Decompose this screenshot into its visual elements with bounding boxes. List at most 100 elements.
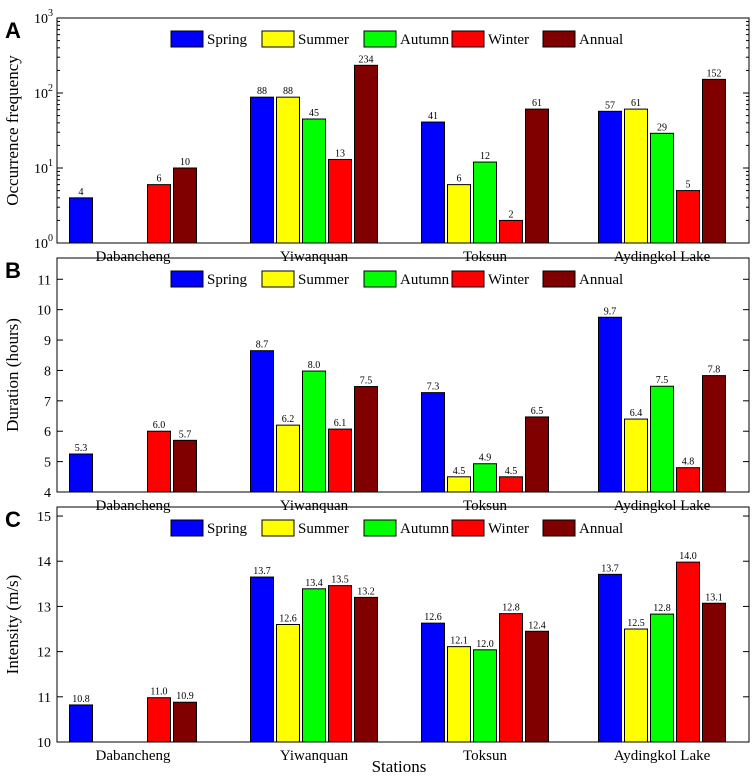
- data-label: 41: [428, 111, 438, 122]
- data-label: 61: [532, 98, 542, 109]
- legend-label-summer: Summer: [298, 521, 349, 537]
- y-tick-label: 13: [37, 600, 51, 615]
- data-label: 10: [180, 157, 190, 168]
- bar-summer-yiwanquan: [276, 624, 300, 743]
- legend-swatch-autumn: [363, 519, 397, 537]
- data-label: 5: [686, 180, 691, 191]
- legend-label-annual: Annual: [579, 521, 623, 537]
- bar-spring-toksun: [421, 392, 445, 493]
- bar-annual-aydingkol-lake: [702, 602, 726, 743]
- bar-annual-dabancheng: [173, 167, 197, 244]
- y-tick-label: 103: [34, 8, 53, 27]
- bar-annual-aydingkol-lake: [702, 375, 726, 493]
- bar-spring-yiwanquan: [250, 96, 274, 244]
- bar-winter-aydingkol-lake: [676, 561, 700, 743]
- y-tick-label: 9: [44, 334, 51, 349]
- legend-label-winter: Winter: [488, 32, 529, 48]
- plot-frame: [56, 17, 750, 244]
- panel-letter: C: [5, 507, 21, 532]
- y-tick-label: 10: [37, 736, 51, 751]
- y-tick-label: 11: [38, 691, 51, 706]
- bar-spring-dabancheng: [69, 197, 93, 244]
- y-tick-label: 10: [37, 304, 51, 319]
- bar-autumn-toksun: [473, 161, 497, 244]
- y-tick-label: 101: [34, 158, 53, 177]
- x-tick-label: Aydingkol Lake: [614, 498, 711, 514]
- x-tick-label: Dabancheng: [96, 498, 171, 514]
- legend-label-summer: Summer: [298, 272, 349, 288]
- data-label: 12: [480, 151, 490, 162]
- bar-winter-toksun: [499, 219, 523, 244]
- legend-swatch-autumn: [363, 30, 397, 48]
- data-label: 9.7: [604, 306, 617, 317]
- data-label: 6: [157, 174, 162, 185]
- y-tick-label: 8: [44, 364, 51, 379]
- data-label: 6.4: [630, 408, 643, 419]
- legend-swatch-summer: [261, 30, 295, 48]
- data-label: 57: [605, 100, 615, 111]
- legend-swatch-spring: [170, 30, 204, 48]
- data-label: 13.7: [601, 563, 619, 574]
- legend-swatch-winter: [451, 30, 485, 48]
- x-axis-title: Stations: [372, 757, 427, 776]
- data-label: 12.8: [653, 603, 671, 614]
- bar-spring-dabancheng: [69, 704, 93, 743]
- legend-label-spring: Spring: [207, 521, 248, 537]
- legend-swatch-winter: [451, 519, 485, 537]
- data-label: 4.5: [505, 466, 518, 477]
- bar-spring-aydingkol-lake: [598, 573, 622, 743]
- data-label: 61: [631, 98, 641, 109]
- x-tick-label: Aydingkol Lake: [614, 249, 711, 265]
- bar-spring-dabancheng: [69, 453, 93, 493]
- bar-annual-dabancheng: [173, 701, 197, 743]
- bar-annual-toksun: [525, 416, 549, 493]
- legend-label-autumn: Autumn: [400, 272, 450, 288]
- data-label: 12.5: [627, 618, 645, 629]
- x-tick-label: Toksun: [463, 249, 507, 265]
- data-label: 5.3: [75, 443, 88, 454]
- data-label: 152: [707, 68, 722, 79]
- bar-spring-yiwanquan: [250, 350, 274, 493]
- legend-label-summer: Summer: [298, 32, 349, 48]
- chart-panel-a: A Occurrence frequency 100 101 102 103 4 6 10 Dab…: [3, 8, 750, 265]
- y-tick-label: 14: [37, 555, 51, 570]
- legend-swatch-winter: [451, 270, 485, 288]
- legend-swatch-summer: [261, 519, 295, 537]
- legend-swatch-annual: [542, 519, 576, 537]
- data-label: 6.1: [334, 418, 347, 429]
- bar-annual-toksun: [525, 108, 549, 244]
- data-label: 6.2: [282, 414, 295, 425]
- bar-spring-aydingkol-lake: [598, 316, 622, 493]
- bar-winter-aydingkol-lake: [676, 190, 700, 244]
- data-label: 6.0: [153, 420, 166, 431]
- bar-winter-toksun: [499, 613, 523, 743]
- x-tick-label: Yiwanquan: [280, 249, 349, 265]
- bar-winter-dabancheng: [147, 430, 171, 493]
- data-label: 12.0: [476, 639, 494, 650]
- data-label: 8.0: [308, 360, 321, 371]
- y-axis-title: Occurrence frequency: [3, 55, 22, 206]
- legend-label-winter: Winter: [488, 521, 529, 537]
- bar-spring-toksun: [421, 121, 445, 244]
- bar-annual-yiwanquan: [354, 64, 378, 244]
- bar-winter-dabancheng: [147, 697, 171, 743]
- bar-winter-aydingkol-lake: [676, 467, 700, 493]
- bar-summer-aydingkol-lake: [624, 108, 648, 244]
- data-label: 5.7: [179, 429, 192, 440]
- data-label: 7.5: [360, 376, 373, 387]
- legend-swatch-summer: [261, 270, 295, 288]
- data-label: 13.4: [305, 578, 323, 589]
- data-label: 13.2: [357, 586, 375, 597]
- data-label: 4.9: [479, 453, 492, 464]
- data-label: 12.8: [502, 603, 520, 614]
- data-label: 10.8: [72, 694, 90, 705]
- bar-annual-toksun: [525, 630, 549, 743]
- data-label: 6.5: [531, 406, 544, 417]
- bar-autumn-toksun: [473, 463, 497, 493]
- plot-frame: [56, 257, 750, 493]
- bar-annual-yiwanquan: [354, 596, 378, 743]
- data-label: 4.5: [453, 466, 466, 477]
- data-label: 12.6: [424, 612, 442, 623]
- data-label: 10.9: [176, 691, 194, 702]
- x-tick-label: Dabancheng: [96, 249, 171, 265]
